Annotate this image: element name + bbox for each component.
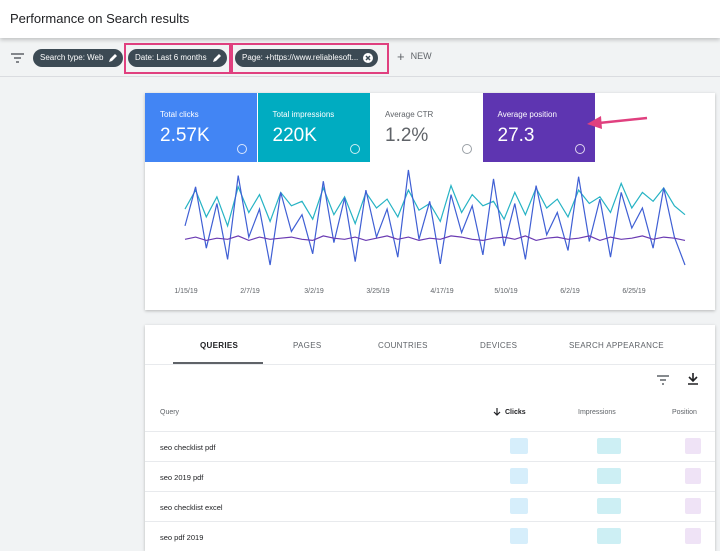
metric-label: Average CTR xyxy=(385,110,434,119)
filter-chip[interactable]: Page: +https://www.reliablesoft... xyxy=(235,49,379,67)
table-row[interactable]: seo 2019 pdf xyxy=(145,461,715,491)
x-tick-label: 1/15/19 xyxy=(174,288,197,295)
series-line xyxy=(184,181,686,228)
series-line xyxy=(184,169,686,266)
filter-chip[interactable]: Date: Last 6 months xyxy=(128,49,227,67)
table-row[interactable]: seo pdf 2019 xyxy=(145,521,715,551)
tab[interactable]: QUERIES xyxy=(200,341,239,350)
blurred-value xyxy=(685,468,701,484)
tab[interactable]: PAGES xyxy=(293,341,322,350)
metric-value: 220K xyxy=(272,125,317,146)
chart: 1/15/19 2/7/19 3/2/19 3/25/19 4/17/19 5/10/19… xyxy=(174,169,686,295)
query-text: seo checklist pdf xyxy=(160,443,216,452)
filter-rows[interactable] xyxy=(657,375,669,385)
download[interactable] xyxy=(688,373,698,385)
x-tick-label: 5/10/19 xyxy=(494,288,517,295)
blurred-value xyxy=(510,498,528,514)
x-tick-label: 3/25/19 xyxy=(366,288,389,295)
close-x xyxy=(365,55,371,61)
blurred-value xyxy=(597,528,621,544)
metric-card[interactable]: Average position 27.3 xyxy=(482,93,595,162)
x-tick-label: 3/2/19 xyxy=(304,288,324,295)
x-tick-label: 6/25/19 xyxy=(622,288,645,295)
blurred-value xyxy=(510,438,528,454)
new-label: NEW xyxy=(410,51,432,61)
metric-value: 27.3 xyxy=(497,125,535,146)
metric-card[interactable]: Average CTR 1.2% xyxy=(370,93,482,162)
x-tick-label: 6/2/19 xyxy=(560,288,580,295)
chip-label: Date: Last 6 months xyxy=(135,53,207,62)
highlight-box xyxy=(124,43,231,74)
metric-label: Total clicks xyxy=(160,110,199,119)
metric-value: 1.2% xyxy=(385,125,429,146)
blurred-value xyxy=(597,438,621,454)
arrow xyxy=(587,116,648,129)
divider xyxy=(145,364,715,365)
chip-label: Search type: Web xyxy=(40,53,104,62)
series-line xyxy=(184,235,686,242)
tab[interactable]: SEARCH APPEARANCE xyxy=(569,341,664,350)
query-text: seo checklist excel xyxy=(160,503,223,512)
page-title: Performance on Search results xyxy=(10,11,190,26)
query-text: seo pdf 2019 xyxy=(160,533,204,542)
blurred-value xyxy=(685,528,701,544)
blurred-value xyxy=(685,438,701,454)
help-icon xyxy=(237,144,247,154)
blurred-value xyxy=(510,528,528,544)
metric-card[interactable]: Total impressions 220K xyxy=(257,93,370,162)
x-tick-label: 2/7/19 xyxy=(240,288,260,295)
column-header: Query xyxy=(160,409,180,416)
chip-icon xyxy=(212,54,221,62)
blurred-value xyxy=(597,498,621,514)
pen-icon xyxy=(212,54,221,62)
table-row[interactable]: seo checklist excel xyxy=(145,491,715,521)
x-tick-label: 4/17/19 xyxy=(430,288,453,295)
new-filter[interactable]: + NEW xyxy=(397,49,432,64)
highlight-box xyxy=(231,43,389,74)
tab[interactable]: COUNTRIES xyxy=(378,341,428,350)
help-icon xyxy=(462,144,472,154)
query-text: seo 2019 pdf xyxy=(160,473,204,482)
table-card: QUERIES PAGES COUNTRIES DEVICES SEARCH APPEA… xyxy=(145,325,715,551)
blurred-value xyxy=(510,468,528,484)
metric-value: 2.57K xyxy=(160,125,210,146)
metric-label: Total impressions xyxy=(272,110,335,119)
chip-label: Page: +https://www.reliablesoft... xyxy=(242,53,359,62)
top-bar: Performance on Search results xyxy=(0,0,720,38)
tab[interactable]: DEVICES xyxy=(480,341,518,350)
tab-indicator xyxy=(173,362,263,364)
metric-label: Average position xyxy=(497,110,557,119)
column-header[interactable]: Position xyxy=(672,409,697,416)
sort-arrow[interactable] xyxy=(493,408,501,417)
table-row[interactable]: seo checklist pdf xyxy=(145,431,715,461)
performance-card: 1/15/19 2/7/19 3/2/19 3/25/19 4/17/19 5/10/19… xyxy=(145,93,715,310)
column-header[interactable]: Impressions xyxy=(578,409,616,416)
blurred-value xyxy=(685,498,701,514)
help-icon xyxy=(574,144,585,154)
filter-icon[interactable] xyxy=(11,53,24,63)
pen-icon xyxy=(109,54,118,62)
help-icon xyxy=(349,144,360,154)
chip-icon xyxy=(109,54,118,62)
metric-card[interactable]: Total clicks 2.57K xyxy=(145,93,257,162)
chip-icon xyxy=(363,53,374,63)
column-header[interactable]: Clicks xyxy=(505,409,526,416)
filter-chip[interactable]: Search type: Web xyxy=(33,49,124,67)
blurred-value xyxy=(597,468,621,484)
